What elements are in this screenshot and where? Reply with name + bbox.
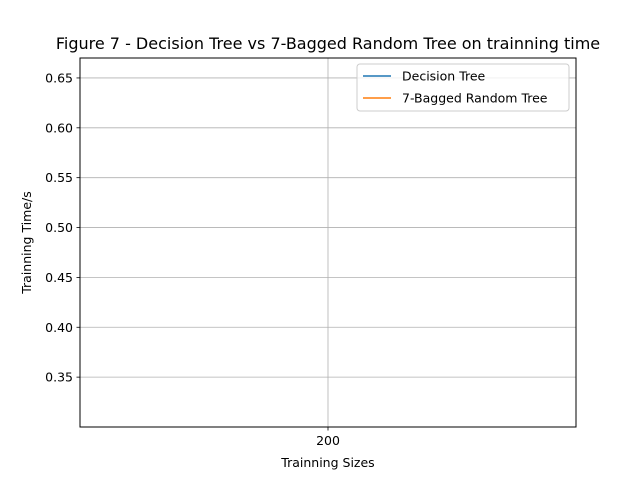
legend-label-bagged-random-tree: 7-Bagged Random Tree	[402, 91, 548, 106]
y-axis-ticks: 0.35 0.40 0.45 0.50 0.55 0.60 0.65	[45, 70, 80, 385]
legend: Decision Tree 7-Bagged Random Tree	[356, 63, 570, 112]
legend-box	[356, 63, 570, 112]
x-tick-label: 200	[316, 433, 340, 448]
y-axis-label: Trainning Time/s	[19, 191, 34, 295]
y-tick-label: 0.45	[45, 270, 73, 285]
y-tick-label: 0.35	[45, 370, 73, 385]
y-tick-label: 0.40	[45, 320, 73, 335]
x-axis-ticks: 200	[316, 427, 340, 448]
chart-title: Figure 7 - Decision Tree vs 7-Bagged Ran…	[56, 34, 600, 53]
x-axis-label: Trainning Sizes	[280, 455, 374, 470]
y-tick-label: 0.60	[45, 120, 73, 135]
y-tick-label: 0.65	[45, 70, 73, 85]
legend-label-decision-tree: Decision Tree	[402, 69, 486, 84]
y-tick-label: 0.55	[45, 170, 73, 185]
y-tick-label: 0.50	[45, 220, 73, 235]
